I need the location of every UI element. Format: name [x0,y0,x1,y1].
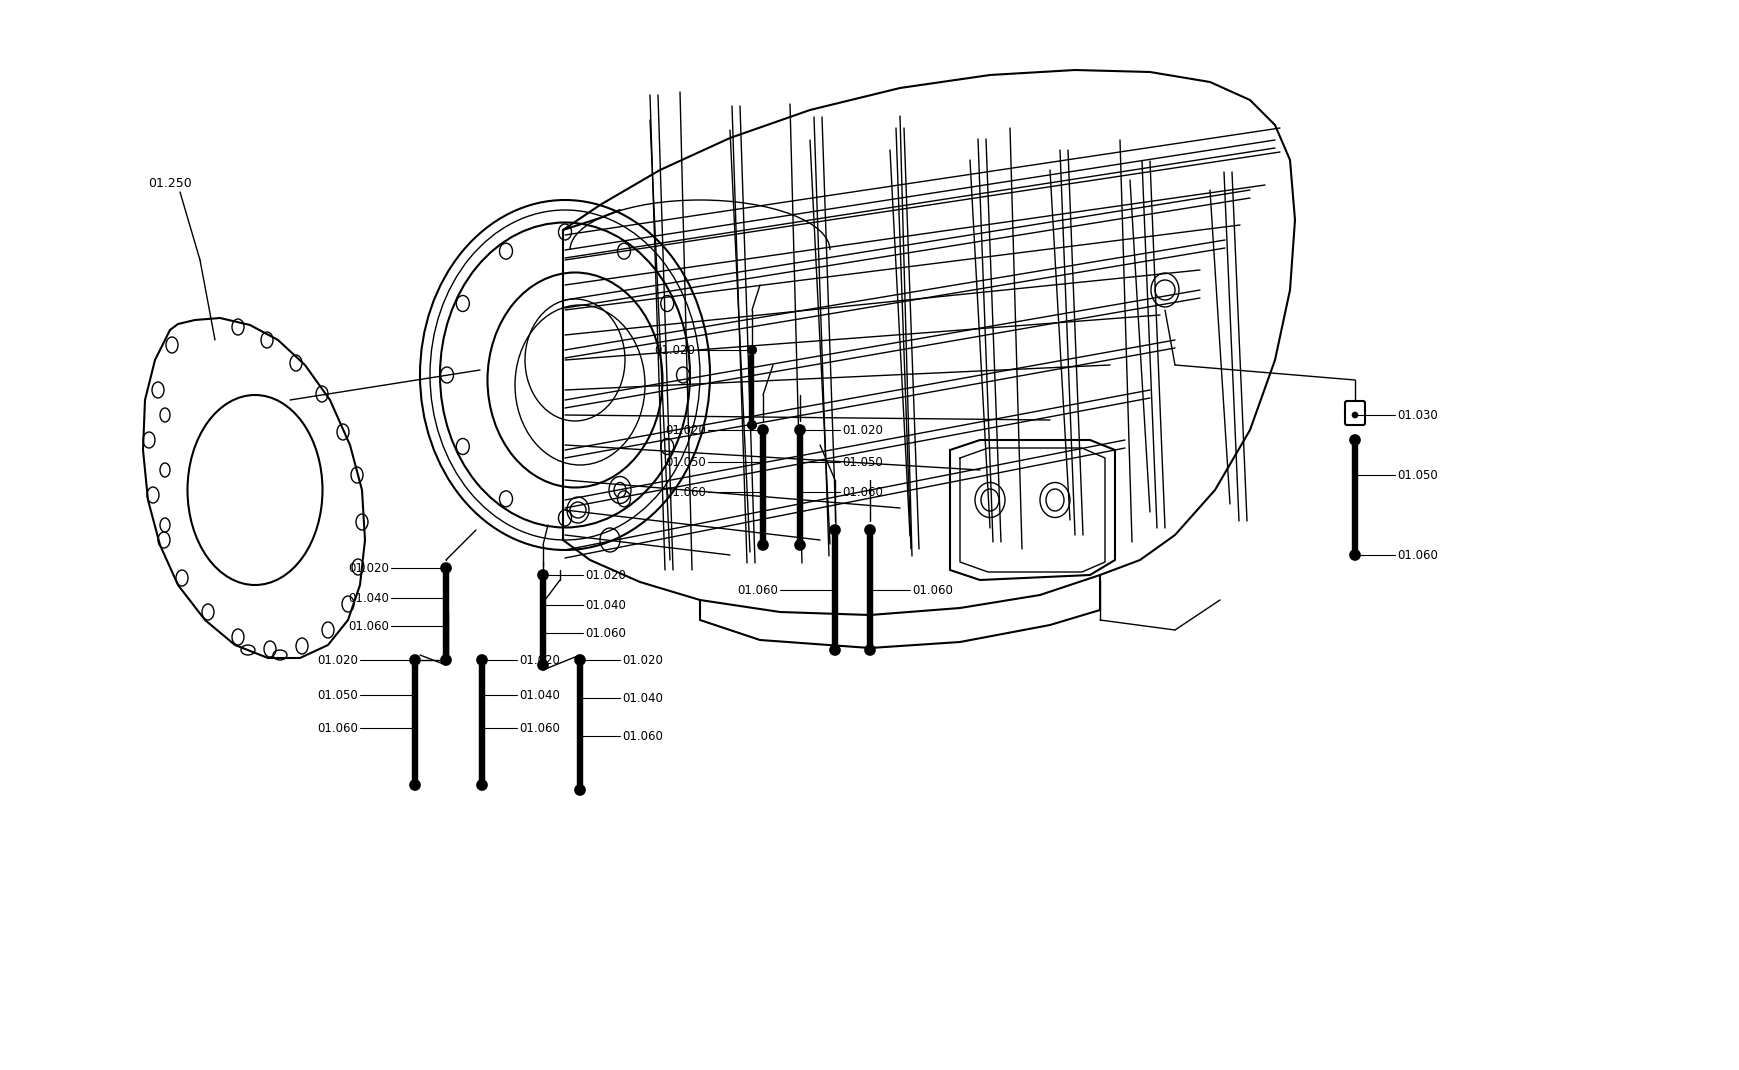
Bar [750,354,755,421]
Circle shape [868,528,871,533]
Circle shape [442,656,450,664]
Text: 01.050: 01.050 [664,456,706,469]
Circle shape [576,656,584,664]
Circle shape [796,542,802,548]
Circle shape [443,657,449,662]
Text: 01.060: 01.060 [842,486,882,499]
Bar [831,535,838,645]
Bar [577,664,583,785]
Text: 01.040: 01.040 [348,592,390,605]
Circle shape [830,525,838,535]
Circle shape [412,782,417,788]
Text: 01.050: 01.050 [1396,469,1436,482]
Bar [796,434,802,540]
Circle shape [758,540,767,550]
Circle shape [758,426,767,434]
Text: 01.060: 01.060 [518,721,560,734]
Circle shape [750,423,755,428]
Circle shape [868,647,871,653]
Circle shape [1349,435,1358,444]
Bar [539,580,546,660]
Circle shape [537,570,548,580]
Text: 01.060: 01.060 [621,730,663,743]
Circle shape [410,656,419,664]
Circle shape [760,542,765,548]
Bar [443,572,449,656]
Text: 01.060: 01.060 [911,583,953,596]
Circle shape [864,525,875,535]
Text: 01.020: 01.020 [654,343,694,356]
Text: 01.020: 01.020 [518,654,560,667]
Circle shape [576,785,584,795]
Circle shape [1351,412,1356,418]
Text: 01.060: 01.060 [1396,549,1436,562]
Circle shape [410,780,419,790]
Circle shape [476,656,487,664]
Text: 01.020: 01.020 [584,568,626,581]
Text: 01.060: 01.060 [316,721,358,734]
Text: 01.040: 01.040 [518,688,560,702]
Text: 01.050: 01.050 [842,456,882,469]
Circle shape [577,657,583,662]
Circle shape [541,572,546,578]
Circle shape [1351,438,1356,443]
Text: 01.060: 01.060 [737,583,777,596]
Circle shape [830,645,838,655]
Circle shape [796,428,802,432]
Circle shape [760,428,765,432]
Bar [866,535,873,645]
Text: 01.020: 01.020 [348,562,390,575]
Text: 01.020: 01.020 [316,654,358,667]
Bar [412,664,417,780]
Circle shape [541,662,546,668]
Circle shape [748,346,756,354]
Text: 01.050: 01.050 [316,688,358,702]
Text: 01.020: 01.020 [621,654,663,667]
Text: 01.040: 01.040 [621,691,663,704]
Circle shape [480,657,483,662]
Circle shape [476,780,487,790]
Circle shape [831,647,836,653]
Text: 01.030: 01.030 [1396,409,1436,422]
Circle shape [443,566,449,570]
Circle shape [864,645,875,655]
Bar [1351,444,1356,550]
Circle shape [748,421,756,429]
Circle shape [480,782,483,788]
Circle shape [750,348,755,352]
Circle shape [442,564,450,572]
Bar [478,664,485,780]
Circle shape [831,528,836,533]
Text: 01.060: 01.060 [584,627,626,640]
Text: 01.020: 01.020 [664,424,706,437]
Text: 01.060: 01.060 [348,620,390,632]
Circle shape [795,540,803,550]
FancyBboxPatch shape [1344,401,1363,425]
Circle shape [412,657,417,662]
Circle shape [1351,552,1356,557]
Circle shape [577,788,583,793]
Circle shape [537,660,548,670]
Text: 01.060: 01.060 [664,486,706,499]
Circle shape [795,426,803,434]
Text: 01.250: 01.250 [148,177,191,189]
Bar [760,434,765,540]
Circle shape [1349,550,1358,560]
Text: 01.040: 01.040 [584,598,626,611]
Text: 01.020: 01.020 [842,424,882,437]
